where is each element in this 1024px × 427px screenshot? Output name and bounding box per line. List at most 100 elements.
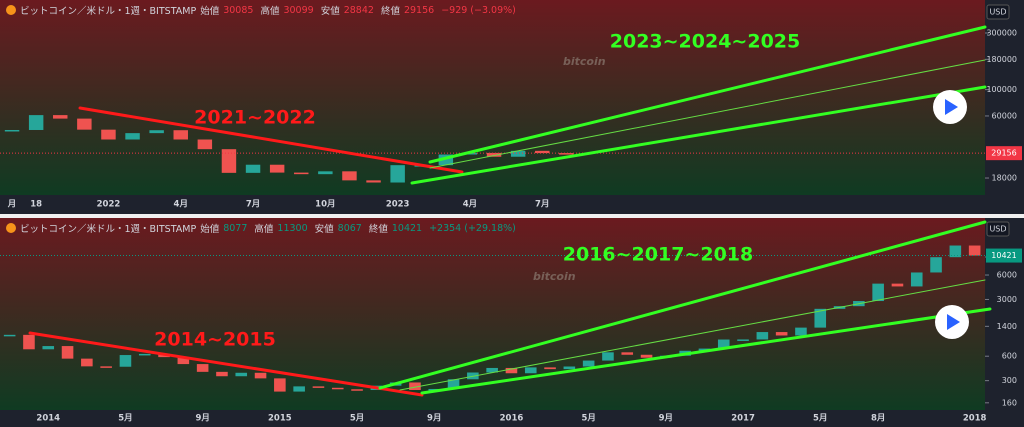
annotation: 2016~2017~2018 xyxy=(563,244,753,266)
candle xyxy=(23,334,35,350)
trend-line xyxy=(429,59,986,169)
candle xyxy=(149,130,164,134)
y-tick-label: 6000 xyxy=(997,271,1017,280)
stat-value: 8067 xyxy=(337,222,362,234)
candle xyxy=(125,133,140,140)
candle xyxy=(602,352,614,361)
x-tick-label: 5月 xyxy=(350,414,364,424)
y-tick-label: 180000 xyxy=(986,55,1017,64)
candle xyxy=(563,366,576,370)
x-tick-label: 9月 xyxy=(427,414,441,424)
watermark: bitcoin xyxy=(533,270,576,283)
candle xyxy=(318,171,333,175)
candle xyxy=(559,153,574,155)
y-tick-label: 60000 xyxy=(992,111,1017,120)
logo xyxy=(6,223,16,233)
candle xyxy=(4,129,20,132)
stat-label: 終値 xyxy=(380,6,400,17)
x-axis-bg xyxy=(0,410,1024,427)
x-tick-label: 7月 xyxy=(535,200,549,210)
symbol: ビットコイン／米ドル・1週・BITSTAMP xyxy=(20,6,197,17)
candle xyxy=(775,332,788,336)
trend-line xyxy=(399,279,986,391)
y-axis-bg xyxy=(985,0,1024,195)
candle xyxy=(119,355,132,367)
x-tick-label: 5月 xyxy=(581,414,595,424)
stat-label: 始値 xyxy=(200,6,220,17)
candle xyxy=(390,165,405,183)
candle xyxy=(505,367,518,374)
legend-header: ビットコイン／米ドル・1週・BITSTAMP 始値 8077 高値 11300 安値… xyxy=(6,221,516,235)
stat-value: 30085 xyxy=(223,4,254,16)
trend-line xyxy=(28,331,424,397)
x-tick-label: 9月 xyxy=(659,414,673,424)
candle xyxy=(524,367,537,374)
candle xyxy=(968,245,981,256)
watermark: bitcoin xyxy=(563,55,606,68)
trend-line xyxy=(78,106,464,174)
candle xyxy=(77,118,92,130)
candle xyxy=(621,352,634,355)
separator xyxy=(0,214,1024,218)
candle xyxy=(235,372,248,377)
currency-label: USD xyxy=(989,225,1006,234)
candle xyxy=(342,171,357,181)
trend-line xyxy=(378,220,987,390)
candle xyxy=(366,180,381,183)
play-icon xyxy=(947,314,960,330)
trend-lines xyxy=(28,25,992,397)
candle xyxy=(177,357,190,365)
x-tick-label: 4月 xyxy=(463,200,477,210)
candle xyxy=(756,332,769,340)
stat-value: 28842 xyxy=(343,4,374,16)
candle xyxy=(274,378,286,392)
logo xyxy=(6,5,16,15)
candle xyxy=(138,353,151,356)
trend-line xyxy=(428,25,987,164)
candle xyxy=(294,172,309,175)
currency-box xyxy=(986,221,1010,237)
last-price-tag xyxy=(986,146,1022,161)
stat-label: 安値 xyxy=(320,6,340,17)
currency-box xyxy=(986,4,1010,20)
candle xyxy=(81,358,93,367)
stat-value: 29156 xyxy=(403,4,435,16)
candle xyxy=(312,386,325,388)
candle xyxy=(173,130,188,140)
x-tick-label: 2015 xyxy=(268,414,292,424)
x-tick-label: 2018 xyxy=(963,414,987,424)
candle xyxy=(814,308,827,328)
candle xyxy=(447,379,460,389)
candle xyxy=(409,382,421,391)
play-icon xyxy=(945,99,958,115)
stat-value: 11300 xyxy=(277,222,308,234)
x-tick-label: 2017 xyxy=(731,414,755,424)
last-price-tag xyxy=(986,248,1022,263)
stat-value: 10421 xyxy=(391,222,423,234)
x-tick-label: 5月 xyxy=(118,414,132,424)
stat-value: 30099 xyxy=(283,4,314,16)
candle xyxy=(872,283,884,302)
candle xyxy=(910,272,923,287)
trend-line xyxy=(420,307,992,395)
stat-label: 始値 xyxy=(200,224,220,235)
y-tick-label: 1400 xyxy=(997,322,1017,331)
candle xyxy=(486,152,502,157)
candle xyxy=(510,150,526,157)
y-tick-label: 300 xyxy=(1002,376,1017,385)
candle xyxy=(717,339,730,349)
x-tick-label: 2022 xyxy=(97,200,121,210)
candle xyxy=(737,339,749,341)
x-tick-label: 7月 xyxy=(246,200,260,210)
candle xyxy=(53,115,68,119)
y-tick-label: 3000 xyxy=(997,295,1017,304)
x-tick-label: 2023 xyxy=(386,200,410,210)
stat-label: 高値 xyxy=(260,6,280,17)
candle xyxy=(582,360,595,367)
candle xyxy=(245,164,261,173)
y-tick-label: 300000 xyxy=(986,28,1017,37)
symbol: ビットコイン／米ドル・1週・BITSTAMP xyxy=(20,224,197,235)
legend-header: ビットコイン／米ドル・1週・BITSTAMP 始値 30085 高値 30099 安… xyxy=(6,3,516,17)
